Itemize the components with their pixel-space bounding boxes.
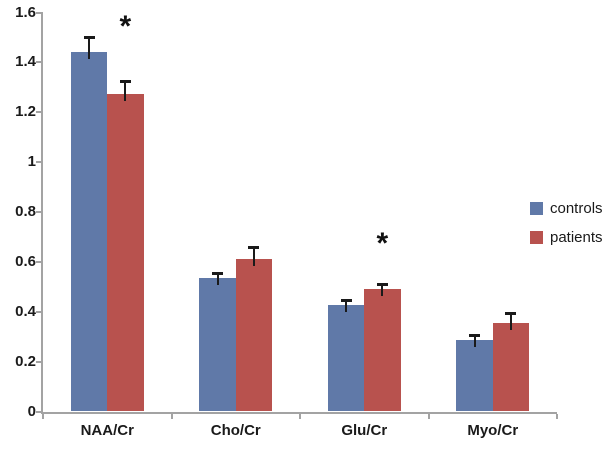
bar-patients-myo-cr (492, 322, 530, 412)
x-axis-tick (170, 413, 173, 419)
y-axis-tick (36, 211, 41, 214)
y-axis-tick (36, 361, 41, 364)
x-axis-category-label-cho-cr: Cho/Cr (210, 421, 261, 439)
y-axis-tick (36, 161, 41, 164)
legend-entry-patients: patients (530, 223, 603, 252)
error-bar-line (473, 335, 476, 348)
error-bar-cap (376, 282, 388, 286)
error-bar-line (252, 246, 255, 267)
x-axis-tick (556, 413, 558, 419)
bar-patients-glu-cr (364, 289, 401, 412)
y-axis-tick (36, 261, 41, 264)
bar-controls-myo-cr (456, 340, 493, 412)
error-bar-cap (505, 311, 517, 315)
error-bar-cap (83, 35, 95, 39)
legend-entry-controls: controls (530, 194, 603, 223)
y-axis-tick-label: 1.4 (15, 53, 36, 71)
y-axis-tick (36, 11, 41, 14)
bar-controls-naa-cr (70, 51, 108, 412)
significance-asterisk-naa-cr: * (119, 9, 132, 43)
significance-asterisk-glu-cr: * (376, 227, 389, 261)
x-axis-line (41, 411, 557, 414)
error-bar-line (381, 283, 384, 297)
y-axis-line (41, 12, 43, 414)
y-axis-tick-label: 1.6 (15, 3, 36, 21)
error-bar-cap (469, 334, 481, 338)
x-axis-category-label-glu-cr: Glu/Cr (341, 421, 388, 439)
error-bar-line (124, 80, 127, 102)
x-axis-tick (299, 413, 301, 419)
error-bar-cap (248, 245, 260, 249)
y-axis-tick-label: 0.8 (15, 203, 36, 221)
bar-controls-cho-cr (199, 277, 236, 412)
error-bar-line (345, 299, 348, 313)
legend-label-patients: patients (550, 229, 603, 246)
y-axis-tick-label: 0.4 (15, 303, 36, 321)
error-bar-line (88, 36, 91, 59)
error-bar-cap (119, 79, 131, 83)
x-axis-tick (427, 413, 430, 419)
y-axis-tick (36, 411, 41, 413)
bar-patients-cho-cr (235, 259, 273, 412)
legend: controls patients (530, 194, 603, 252)
y-axis-tick (36, 311, 41, 314)
legend-label-controls: controls (550, 200, 603, 217)
y-axis-tick-label: 0.6 (15, 253, 36, 271)
legend-swatch-patients (530, 231, 543, 244)
x-axis-tick (42, 413, 44, 419)
y-axis-tick-label: 1 (27, 153, 36, 171)
error-bar-cap (340, 298, 352, 302)
x-axis-category-label-naa-cr: NAA/Cr (80, 421, 134, 439)
legend-swatch-controls (530, 202, 543, 215)
bar-patients-naa-cr (107, 94, 144, 412)
y-axis-tick-label: 0.2 (15, 353, 36, 371)
bar-controls-glu-cr (327, 305, 365, 412)
x-axis-category-label-myo-cr: Myo/Cr (467, 421, 519, 439)
y-axis-tick (36, 61, 41, 64)
y-axis-tick-label: 0 (27, 403, 36, 420)
y-axis-tick-label: 1.2 (15, 103, 36, 121)
y-axis-tick (36, 111, 41, 114)
error-bar-line (509, 312, 512, 330)
error-bar-cap (212, 272, 224, 276)
error-bar-line (216, 273, 219, 285)
